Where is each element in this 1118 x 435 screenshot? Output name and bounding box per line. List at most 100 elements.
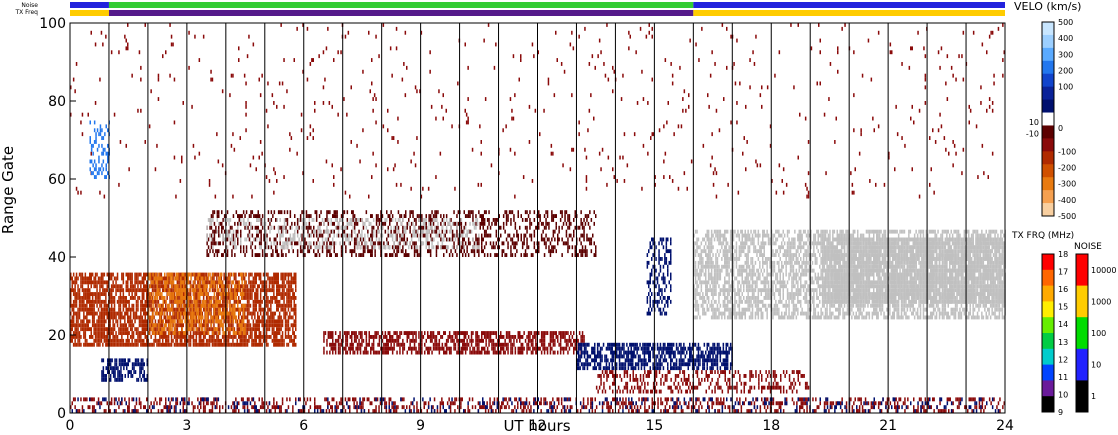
echo-cell (135, 303, 138, 308)
echo-cell (701, 405, 703, 410)
echo-cell (213, 284, 216, 289)
echo-cell (129, 327, 132, 332)
echo-cell (249, 288, 252, 293)
echo-cell (636, 342, 638, 347)
echo-cell (583, 346, 586, 351)
echo-cell (77, 315, 79, 320)
echo-cell (270, 311, 272, 316)
echo-cell (211, 335, 214, 339)
echo-cell (219, 331, 221, 335)
echo-cell (190, 296, 192, 300)
echo-cell (193, 327, 195, 332)
echo-cell (102, 342, 104, 347)
echo-cell (213, 299, 215, 304)
echo-cell (177, 284, 179, 289)
echo-cell (138, 401, 141, 406)
echo-cell (426, 409, 428, 413)
echo-cell (620, 362, 622, 367)
echo-cell (112, 272, 114, 277)
echo-cell (196, 311, 198, 316)
echo-cell (901, 405, 903, 410)
echo-cell (273, 280, 275, 285)
echo-cell (877, 401, 880, 406)
echo-cell (775, 401, 778, 406)
echo-cell (106, 401, 108, 406)
echo-cell (489, 401, 491, 406)
echo-cell (123, 366, 125, 371)
echo-cell (77, 292, 79, 296)
echo-cell (431, 350, 433, 355)
echo-cell (199, 272, 201, 277)
echo-cell (974, 405, 976, 410)
echo-cell (978, 405, 981, 410)
echo-cell (756, 405, 759, 410)
echo-cell (274, 280, 276, 285)
echo-cell (193, 288, 195, 293)
echo-cell (284, 276, 287, 281)
echo-cell (259, 276, 262, 281)
echo-cell (139, 366, 141, 371)
echo-cell (329, 342, 331, 347)
echo-cell (665, 346, 668, 351)
echo-cell (438, 342, 441, 347)
echo-cell (129, 315, 132, 320)
echo-cell (468, 409, 471, 413)
echo-cell (277, 303, 279, 308)
echo-cell (613, 397, 615, 402)
echo-cell (179, 409, 182, 413)
echo-cell (262, 307, 265, 312)
echo-cell (672, 350, 675, 355)
echo-cell (172, 307, 174, 312)
echo-cell (642, 358, 644, 363)
echo-cell (204, 319, 207, 324)
echo-cell (194, 311, 196, 316)
echo-cell (527, 405, 529, 410)
echo-cell (192, 319, 195, 324)
echo-cell (132, 315, 135, 320)
echo-cell (434, 346, 436, 351)
echo-cell (137, 338, 139, 343)
echo-cell (160, 284, 163, 289)
echo-cell (89, 342, 91, 347)
echo-cell (749, 401, 751, 406)
echo-cell (271, 288, 274, 293)
echo-cell (157, 338, 160, 343)
echo-cell (125, 331, 127, 335)
echo-cell (355, 346, 357, 351)
echo-cell (143, 280, 145, 285)
echo-cell (540, 350, 543, 355)
echo-cell (274, 296, 276, 300)
echo-cell (160, 280, 163, 285)
echo-cell (669, 405, 671, 410)
echo-cell (287, 405, 290, 410)
echo-cell (586, 350, 589, 355)
echo-cell (257, 323, 259, 328)
echo-cell (607, 358, 609, 363)
echo-cell (192, 307, 195, 312)
echo-cell (618, 354, 621, 359)
echo-cell (183, 296, 185, 300)
echo-cell (181, 276, 183, 281)
echo-cell (77, 397, 79, 402)
echo-cell (154, 327, 157, 332)
echo-cell (997, 401, 1000, 406)
echo-cell (128, 288, 130, 293)
echo-cell (132, 284, 135, 289)
echo-cell (523, 331, 525, 335)
echo-cell (100, 401, 103, 406)
echo-cell (513, 342, 515, 347)
echo-cell (348, 346, 350, 351)
echo-cell (217, 303, 220, 308)
echo-cell (617, 401, 620, 406)
echo-cell (255, 327, 257, 332)
echo-cell (526, 350, 528, 355)
echo-cell (132, 288, 135, 293)
echo-cell (525, 401, 528, 406)
echo-cell (221, 303, 224, 308)
echo-cell (656, 346, 659, 351)
echo-cell (199, 284, 201, 289)
echo-cell (109, 307, 111, 312)
echo-cell (103, 292, 106, 296)
echo-cell (621, 342, 624, 347)
echo-cell (246, 397, 249, 402)
